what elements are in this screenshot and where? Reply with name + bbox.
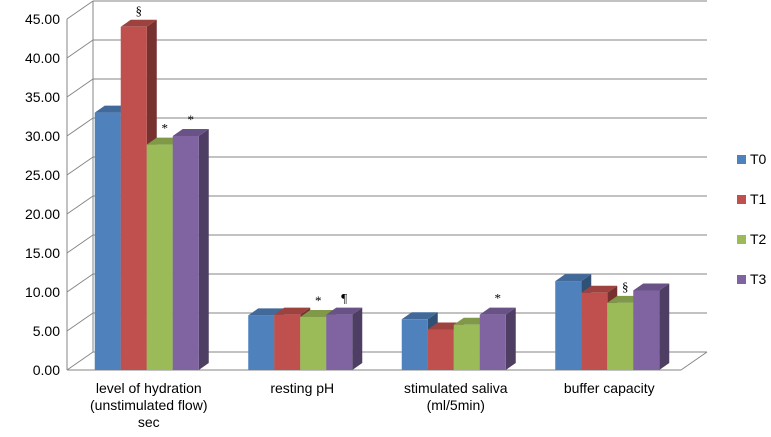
annotations: § * * * ¶ * § [136,3,629,308]
bar-front [555,281,582,370]
gridline-depth [66,39,94,59]
bar-front [326,314,353,370]
bar-front [146,144,173,370]
bar [479,307,516,370]
bar-annotation: * [495,291,502,306]
y-tick-label: 20.00 [25,206,60,222]
legend-label: T0 [750,151,767,167]
legend-swatch [737,155,746,164]
x-category-label-line: (ml/5min) [427,397,485,413]
bar-top [581,285,618,293]
x-axis-floor-right [680,351,708,371]
y-tick-label: 40.00 [25,50,60,66]
bar [172,129,209,370]
bar-annotation: § [622,279,629,294]
legend-swatch [737,275,746,284]
x-category-label-line: sec [138,414,160,430]
bar-side [198,129,209,370]
bar-top [633,283,670,291]
x-category-label: resting pH [270,380,334,396]
bar-annotation: * [315,293,322,308]
bar-front [581,292,608,370]
bar-front [633,290,660,370]
bar-top [326,307,363,315]
bar-annotation: * [162,121,169,136]
y-tick-label: 45.00 [25,11,60,27]
bar-front [172,136,199,370]
bar-side [505,307,516,370]
gridline-depth [66,195,94,215]
y-tick-label: 35.00 [25,89,60,105]
bars [94,19,670,371]
gridline-depth [66,273,94,293]
bar-annotation: § [136,3,143,18]
gridline-depth [66,117,94,137]
bar [633,283,670,370]
legend: T0 T1 T2 T3 [737,151,767,287]
bar-front [94,112,121,370]
bar-annotation: * [188,112,195,127]
bar-top [479,307,516,315]
gridline-depth [66,351,94,371]
x-category-label-line: resting pH [270,380,334,396]
bar-front [607,302,634,370]
bar-top [401,312,438,320]
x-axis-category-labels: level of hydration (unstimulated flow) sec… [90,380,655,430]
bar-top [172,129,209,136]
bar-front [427,329,454,370]
x-category-label: level of hydration (unstimulated flow) sec [90,380,208,430]
legend-swatch [737,235,746,244]
bar-top [120,19,157,27]
legend-swatch [737,195,746,204]
bar-side [352,307,363,370]
y-axis-tick-labels: 0.00 5.00 10.00 15.00 20.00 25.00 30.00 35.00 40… [25,11,60,378]
bar-top [274,307,311,315]
y-tick-label: 15.00 [25,245,60,261]
y-tick-label: 0.00 [33,362,60,378]
legend-item: T1 [737,191,767,207]
x-category-label-line: (unstimulated flow) [90,397,208,413]
y-tick-label: 10.00 [25,284,60,300]
x-category-label-line: level of hydration [96,380,202,396]
legend-item: T2 [737,231,767,247]
bar-front [248,315,275,370]
legend-label: T1 [750,191,767,207]
legend-label: T2 [750,231,767,247]
legend-label: T3 [750,271,767,287]
bar-top [248,308,285,316]
bar-front [274,314,301,370]
x-category-label: buffer capacity [564,380,655,396]
gridline-depth [66,312,94,332]
bar-annotation: ¶ [341,291,347,306]
gridline-depth [66,234,94,254]
bar [326,307,363,370]
bar-front [300,316,327,370]
bar-front [453,324,480,370]
bar-front [120,26,147,371]
y-tick-label: 30.00 [25,128,60,144]
gridline-depth [66,78,94,98]
bar-front [401,319,428,370]
y-tick-label: 5.00 [33,323,60,339]
y-tick-label: 25.00 [25,167,60,183]
gridline-depth [66,0,94,20]
bar-side [659,283,670,370]
legend-item: T0 [737,151,767,167]
bar-front [479,314,506,370]
x-category-label: stimulated saliva (ml/5min) [404,380,508,413]
gridline-depth [66,156,94,176]
bar-top [555,274,592,282]
x-category-label-line: stimulated saliva [404,380,508,396]
legend-item: T3 [737,271,767,287]
x-category-label-line: buffer capacity [564,380,655,396]
